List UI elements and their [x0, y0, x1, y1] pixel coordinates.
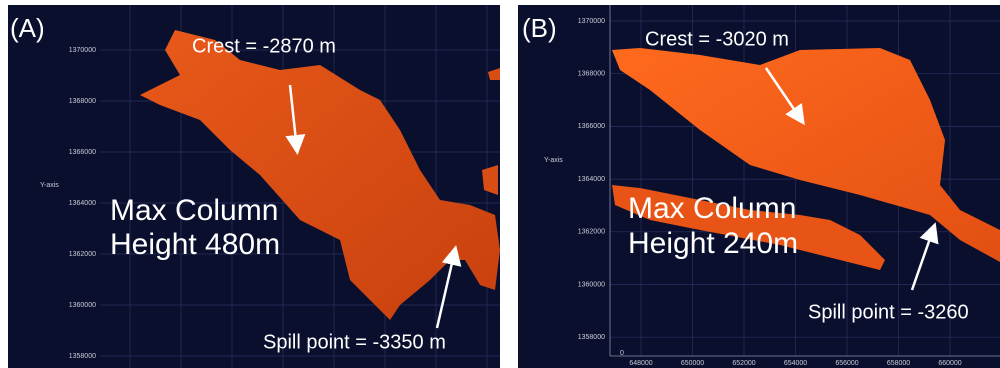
panel-a: (A) Y-axis Crest = -2870 m Max Column He… — [8, 5, 500, 368]
x-tick-label: 654000 — [784, 360, 807, 367]
spill-annotation: Spill point = -3260 — [808, 301, 969, 323]
column-annotation: Max Column — [628, 192, 796, 225]
y-axis-label: Y-axis — [40, 182, 59, 189]
column-annotation: Height 240m — [628, 227, 798, 260]
column-annotation: Height 480m — [110, 228, 280, 261]
y-tick-label: 1360000 — [578, 281, 605, 288]
panel-label: (A) — [10, 13, 45, 43]
y-tick-label: 1360000 — [69, 302, 96, 309]
y-tick-label: 1368000 — [578, 71, 605, 78]
y-tick-label: 1362000 — [69, 251, 96, 258]
y-axis-label: Y-axis — [544, 157, 563, 164]
x-tick-label: 656000 — [835, 360, 858, 367]
origin-label: 0 — [620, 350, 624, 357]
figure: (A) Y-axis Crest = -2870 m Max Column He… — [0, 0, 1000, 368]
crest-annotation: Crest = -3020 m — [645, 28, 789, 50]
y-tick-label: 1364000 — [578, 176, 605, 183]
y-tick-label: 1364000 — [69, 200, 96, 207]
spill-annotation: Spill point = -3350 m — [263, 331, 446, 353]
y-tick-label: 1366000 — [578, 123, 605, 130]
x-tick-label: 652000 — [732, 360, 755, 367]
x-tick-label: 650000 — [681, 360, 704, 367]
column-annotation: Max Column — [110, 194, 278, 227]
y-tick-label: 1368000 — [69, 98, 96, 105]
panel-b: (B) Y-axis 0 Crest = -3020 m Max Column … — [518, 5, 1000, 368]
y-tick-label: 1362000 — [578, 229, 605, 236]
y-tick-label: 1358000 — [69, 353, 96, 360]
y-tick-label: 1366000 — [69, 149, 96, 156]
y-tick-label: 1358000 — [578, 334, 605, 341]
y-tick-label: 1370000 — [578, 18, 605, 25]
x-tick-label: 658000 — [887, 360, 910, 367]
x-tick-label: 660000 — [938, 360, 961, 367]
panel-label: (B) — [522, 13, 557, 43]
crest-annotation: Crest = -2870 m — [192, 35, 336, 57]
y-tick-label: 1370000 — [69, 47, 96, 54]
x-tick-label: 648000 — [629, 360, 652, 367]
